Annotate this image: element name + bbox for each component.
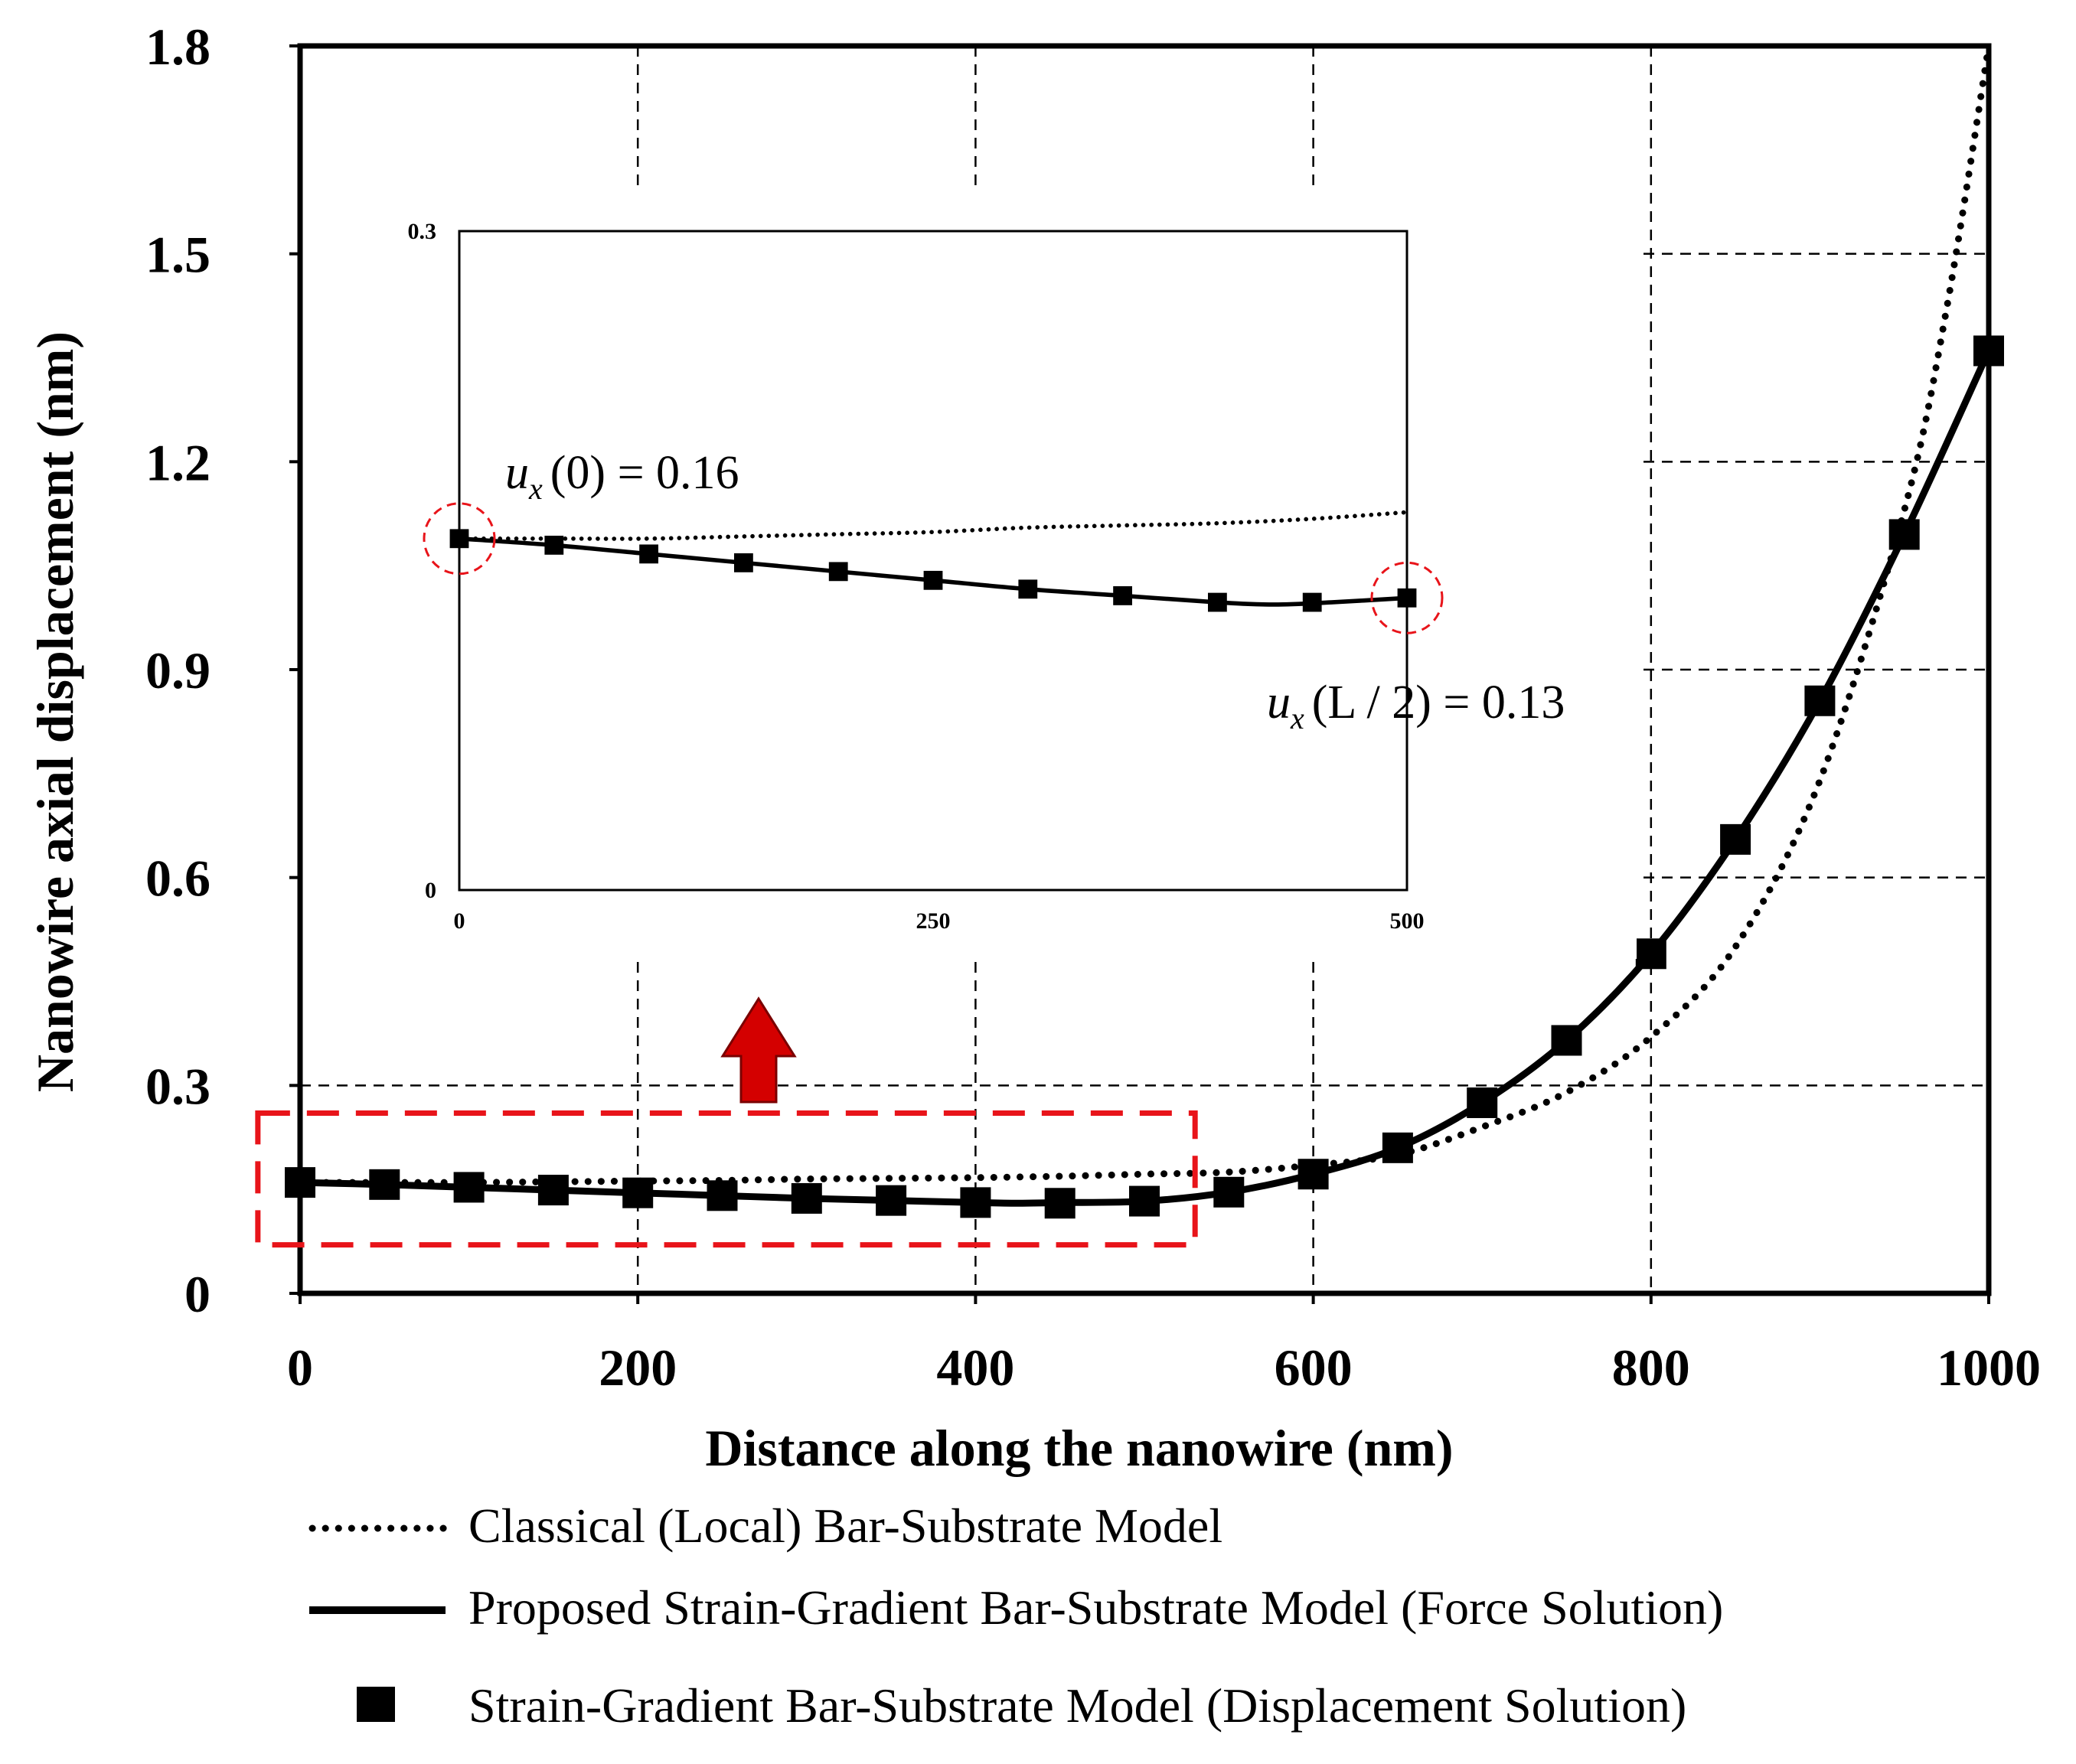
- inset-x-tick-label: 250: [916, 908, 951, 934]
- x-tick-label: 200: [599, 1338, 677, 1397]
- series-displacement-marker: [960, 1187, 991, 1218]
- inset-annotation: ux (0) = 0.16: [505, 447, 739, 506]
- series-displacement-marker: [544, 536, 564, 555]
- series-displacement-marker: [1018, 579, 1038, 599]
- y-tick-label: 0.6: [145, 849, 211, 908]
- inset-chart: 0 250 500 0 0.3 ux (0) = 0.16 ux (L / 2) = 0.13: [367, 193, 1637, 959]
- series-displacement-marker: [1044, 1188, 1076, 1219]
- series-displacement-marker: [791, 1182, 822, 1214]
- zoom-arrow: [720, 996, 797, 1104]
- series-displacement-marker: [622, 1177, 654, 1208]
- inset-frame: [458, 230, 1408, 892]
- series-displacement-marker: [1888, 519, 1920, 550]
- main-grid: [300, 46, 1989, 1293]
- series-displacement-marker: [537, 1175, 569, 1206]
- series-displacement-marker: [1551, 1025, 1582, 1056]
- inset-x-tick-label: 0: [454, 908, 465, 934]
- series-displacement-marker: [923, 570, 943, 590]
- y-tick-label: 0.3: [145, 1057, 211, 1115]
- legend-label: Classical (Local) Bar-Substrate Model: [468, 1498, 1222, 1553]
- legend-swatch-marker: [357, 1687, 395, 1722]
- y-tick-label: 1.5: [145, 226, 211, 284]
- series-displacement-marker: [828, 562, 848, 582]
- series-force-solution-line: [459, 536, 1408, 607]
- inset-annotation: ux (L / 2) = 0.13: [1267, 677, 1565, 735]
- inset-start-circle: [423, 502, 496, 576]
- y-tick-label: 1.8: [145, 18, 211, 76]
- inset-y-tick-label: 0: [425, 878, 436, 903]
- y-axis-title: Nanowire axial displacement (nm): [26, 331, 84, 1092]
- series-displacement-marker: [1382, 1132, 1413, 1163]
- y-tick-label: 1.2: [145, 433, 211, 491]
- y-tick-label: 0: [184, 1265, 211, 1323]
- main-ticks: 0 0.3 0.6 0.9 1.2 1.5 1.8 0 200 400 600 800 1000: [145, 18, 2041, 1397]
- x-tick-label: 800: [1612, 1338, 1690, 1397]
- series-classical-line: [457, 510, 1409, 541]
- x-tick-label: 600: [1275, 1338, 1353, 1397]
- series-displacement-marker: [1467, 1087, 1498, 1118]
- inset-end-circle: [1370, 561, 1444, 634]
- y-tick-label: 0.9: [145, 641, 211, 699]
- series-displacement-marker: [1397, 588, 1417, 608]
- series-displacement-marker: [707, 1180, 738, 1211]
- series-displacement-marker: [734, 553, 753, 572]
- inset-background: [367, 193, 1637, 959]
- main-plot: [285, 42, 2004, 1219]
- highlight-region: [255, 1110, 1198, 1248]
- legend-label: Strain-Gradient Bar-Substrate Model (Dis…: [468, 1678, 1686, 1733]
- x-tick-label: 1000: [1937, 1338, 2041, 1397]
- inset-y-tick-label: 0.3: [408, 219, 437, 244]
- inset-x-tick-label: 500: [1390, 908, 1425, 934]
- series-displacement-marker: [639, 544, 658, 564]
- legend-label: Proposed Strain-Gradient Bar-Substrate M…: [468, 1580, 1723, 1635]
- zoom-arrow-shape: [720, 996, 797, 1104]
- series-displacement-marker: [1804, 685, 1836, 716]
- series-displacement-marker: [1635, 938, 1666, 970]
- series-displacement-marker: [453, 1172, 485, 1203]
- x-axis-title: Distance along the nanowire (nm): [705, 1419, 1453, 1477]
- series-displacement-marker: [1298, 1159, 1329, 1190]
- series-displacement-marker: [876, 1185, 907, 1216]
- x-tick-label: 0: [287, 1338, 313, 1397]
- series-displacement-marker: [1129, 1185, 1160, 1217]
- highlight-box: [255, 1110, 1198, 1248]
- legend: Classical (Local) Bar-Substrate Model Pro…: [308, 1498, 1723, 1733]
- series-displacement-marker: [369, 1169, 400, 1200]
- series-force-solution-line: [299, 349, 1993, 1207]
- series-displacement-marker: [449, 529, 469, 549]
- series-displacement-marker: [1208, 592, 1227, 612]
- series-displacement-marker: [1113, 586, 1132, 605]
- series-displacement-marker: [1302, 592, 1322, 612]
- x-tick-label: 400: [936, 1338, 1014, 1397]
- series-displacement-marker: [1720, 823, 1751, 855]
- series-displacement-marker: [1213, 1176, 1245, 1208]
